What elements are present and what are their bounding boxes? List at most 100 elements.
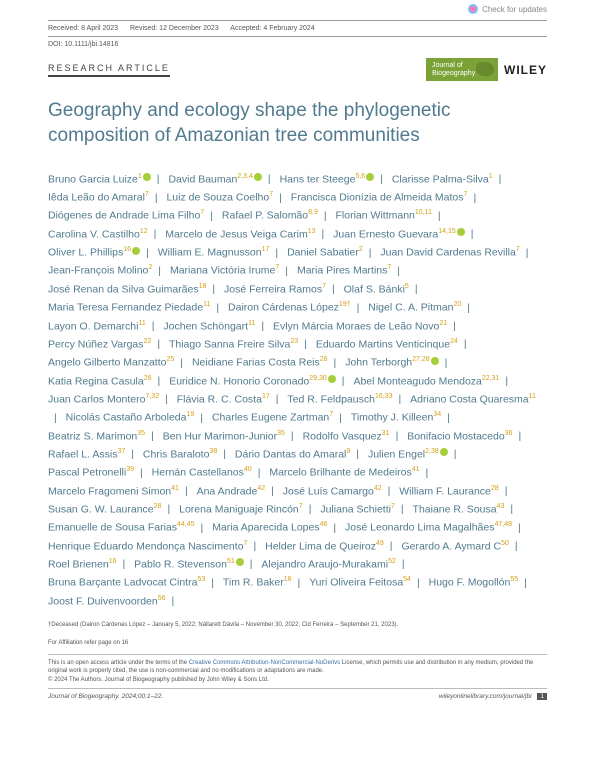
author: Juliana Schietti7 [320,501,395,519]
author: Thaiane R. Sousa43 [413,501,505,519]
author: Gerardo A. Aymard C50 [401,538,508,556]
author: Ana Andrade42 [197,483,266,501]
author-separator: | [526,247,529,259]
author: Oliver L. Phillips16 [48,244,140,262]
author-separator: | [524,577,527,589]
author-separator: | [152,320,155,332]
author-separator: | [415,283,418,295]
page-number: 1 [537,693,547,700]
author-separator: | [473,192,476,204]
author-separator: | [339,412,342,424]
author-separator: | [180,357,183,369]
author: Layon O. Demarchi11 [48,318,146,336]
author-separator: | [518,522,521,534]
author-separator: | [223,448,226,460]
orcid-icon[interactable] [366,173,374,181]
author-separator: | [369,247,372,259]
author-separator: | [210,210,213,222]
author-separator: | [154,228,157,240]
author: Maria Pires Martins7 [297,262,391,280]
author: Diógenes de Andrade Lima Filho7 [48,207,204,225]
author-separator: | [519,430,522,442]
orcid-icon[interactable] [431,357,439,365]
author: David Bauman2,3,4 [168,171,261,189]
author: Joost F. Duivenvoorden56 [48,593,166,611]
author-separator: | [388,485,391,497]
author-separator: | [438,210,441,222]
copyright-text: © 2024 The Authors. Journal of Biogeogra… [48,676,547,684]
author: Rafael L. Assis37 [48,446,125,464]
orcid-icon[interactable] [440,448,448,456]
author: José Ferreira Ramos7 [224,281,326,299]
author: Juan Carlos Montero7,32 [48,391,159,409]
author: Angelo Gilberto Manzatto25 [48,354,174,372]
journal-badge: Journal of Biogeography WILEY [426,58,547,81]
author: Olaf S. Bánki5 [344,281,409,299]
author-separator: | [304,338,307,350]
author-separator: | [467,302,470,314]
article-type: RESEARCH ARTICLE [48,63,170,77]
orcid-icon[interactable] [132,247,140,255]
author-separator: | [200,412,203,424]
author-separator: | [253,540,256,552]
author-separator: | [464,338,467,350]
author: Ben Hur Marimon-Junior35 [163,428,285,446]
author-separator: | [140,467,143,479]
author: Hugo F. Mogollón55 [429,574,519,592]
author-separator: | [402,558,405,570]
author-separator: | [157,173,160,185]
author-separator: | [261,320,264,332]
footer-url[interactable]: wileyonlinelibrary.com/journal/jbi [439,693,532,700]
author-separator: | [157,338,160,350]
author-separator: | [453,320,456,332]
author: Helder Lima de Queiroz49 [265,538,384,556]
author: Percy Núñez Vargas22 [48,336,151,354]
author-separator: | [334,357,337,369]
author-separator: | [158,375,161,387]
license-box: This is an open access article under the… [48,654,547,689]
author: Iêda Leão do Amaral7 [48,189,149,207]
author-separator: | [332,283,335,295]
check-updates-badge[interactable]: Check for updates [468,4,547,14]
divider [48,36,547,37]
author-separator: | [155,192,158,204]
orcid-icon[interactable] [254,173,262,181]
author: Neidiane Farias Costa Reis26 [192,354,328,372]
orcid-icon[interactable] [143,173,151,181]
author: Flávia R. C. Costa17 [177,391,270,409]
author: Roel Brienen16 [48,556,117,574]
author-separator: | [505,485,508,497]
author-separator: | [396,430,399,442]
author: Daniel Sabatier2 [287,244,363,262]
author: Juan David Cardenas Revilla7 [380,244,519,262]
author-separator: | [291,430,294,442]
author-separator: | [275,247,278,259]
author: Abel Monteagudo Mendoza22,31 [353,373,499,391]
author: Maria Teresa Fernandez Piedade11 [48,299,210,317]
author: Marcelo Fragomeni Simon41 [48,483,179,501]
author-separator: | [201,522,204,534]
orcid-icon[interactable] [457,228,465,236]
author-list: Bruno Garcia Luize1| David Bauman2,3,4| … [48,171,547,611]
orcid-icon[interactable] [328,375,336,383]
author: Rafael P. Salomão8,9 [222,207,318,225]
author: Nigel C. A. Pitman20 [368,299,461,317]
author: Chris Baraloto38 [143,446,217,464]
author: Evlyn Márcia Moraes de Leão Novo21 [273,318,447,336]
author-separator: | [417,577,420,589]
author: Bruna Barçante Ladvocat Cintra53 [48,574,205,592]
author-separator: | [447,412,450,424]
author-separator: | [426,467,429,479]
author-separator: | [471,228,474,240]
author: Hans ter Steege5,6 [280,171,375,189]
author: William E. Magnusson17 [158,244,270,262]
author: Florian Wittmann10,11 [336,207,432,225]
meta-dates: Received: 8 April 2023 Revised: 12 Decem… [48,23,547,34]
author-separator: | [54,412,57,424]
footer-citation: Journal of Biogeography. 2024;00:1–22. [48,693,163,700]
journal-box: Journal of Biogeography [426,58,498,81]
license-link[interactable]: Creative Commons Attribution-NonCommerci… [189,660,340,666]
divider [48,20,547,21]
orcid-icon[interactable] [236,558,244,566]
author: Timothy J. Killeen34 [351,409,441,427]
